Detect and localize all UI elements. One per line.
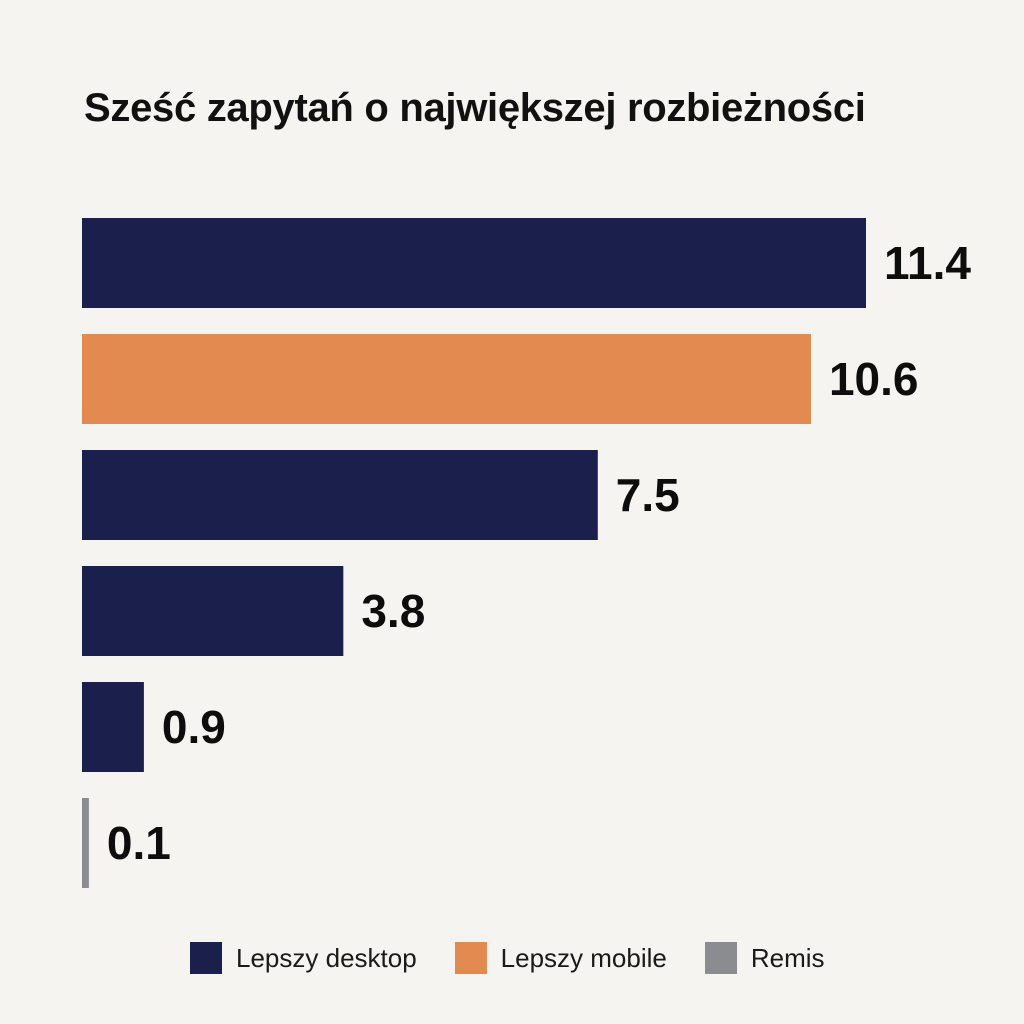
- legend-swatch-mobile: [454, 942, 487, 974]
- bar-value-label-3: 7.5: [616, 469, 680, 521]
- legend-item-tie: Remis: [704, 942, 825, 974]
- legend-swatch-desktop: [190, 942, 222, 974]
- legend-label-tie: Remis: [750, 942, 825, 973]
- bar-6: [82, 798, 89, 888]
- chart-title: Sześć zapytań o największej rozbieżności: [84, 86, 866, 130]
- bar-4: [82, 566, 344, 656]
- legend: Lepszy desktop Lepszy mobile Remis: [190, 942, 863, 974]
- legend-label-desktop: Lepszy desktop: [236, 942, 417, 973]
- legend-label-mobile: Lepszy mobile: [500, 942, 667, 973]
- legend-item-mobile: Lepszy mobile: [454, 942, 667, 974]
- bar-value-label-2: 10.6: [829, 353, 919, 405]
- bar-2: [82, 334, 811, 424]
- bar-5: [82, 682, 144, 772]
- legend-swatch-tie: [704, 942, 737, 974]
- bar-value-label-6: 0.1: [107, 817, 171, 869]
- bar-value-label-5: 0.9: [162, 701, 226, 753]
- legend-item-desktop: Lepszy desktop: [190, 942, 417, 974]
- bar-value-label-1: 11.4: [884, 237, 971, 289]
- bar-chart: 11.4 10.6 7.5 3.8 0.9 0.1: [82, 218, 971, 888]
- bar-value-label-4: 3.8: [361, 585, 425, 637]
- bar-3: [82, 450, 598, 540]
- bar-1: [82, 218, 866, 308]
